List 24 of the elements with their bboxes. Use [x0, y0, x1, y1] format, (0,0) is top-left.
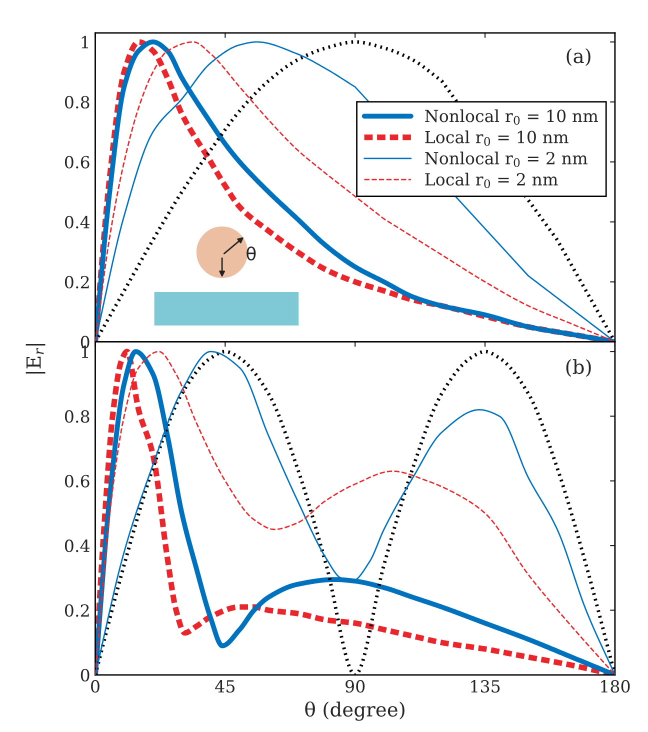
- x-axis-title: θ (degree): [305, 701, 404, 721]
- y-tick-label: 0: [80, 668, 90, 682]
- annotation: (a): [566, 48, 590, 66]
- legend-label: Nonlocal r$_{0}$ = 10 nm: [425, 109, 598, 125]
- y-tick-label: 0.6: [64, 474, 90, 488]
- annotation: (b): [566, 359, 591, 377]
- y-tick-label: 0.2: [64, 276, 89, 288]
- x-tick-label: 0: [91, 680, 100, 693]
- y-tick-label: 0.6: [64, 156, 90, 168]
- y-tick-label: 1: [82, 36, 88, 48]
- y-tick-label: 0.8: [64, 410, 90, 423]
- y-tick-label: 0.4: [64, 216, 90, 228]
- y-tick-label: 0.8: [64, 96, 90, 108]
- x-tick-label: 180: [601, 680, 630, 693]
- legend-label: Local r$_{0}$ = 10 nm: [425, 130, 568, 146]
- legend-label: Nonlocal r$_{0}$ = 2 nm: [425, 152, 588, 168]
- x-tick-label: 135: [471, 680, 500, 693]
- x-tick-label: 90: [346, 680, 365, 693]
- y-tick-label: 0.4: [64, 540, 90, 552]
- y-axis-title: |E$_{r}$|: [26, 344, 46, 374]
- legend-label: Local r$_{0}$ = 2 nm: [425, 172, 558, 188]
- y-tick-label: 0.2: [64, 604, 89, 617]
- x-tick-label: 45: [215, 680, 234, 693]
- annotation: θ: [246, 246, 256, 261]
